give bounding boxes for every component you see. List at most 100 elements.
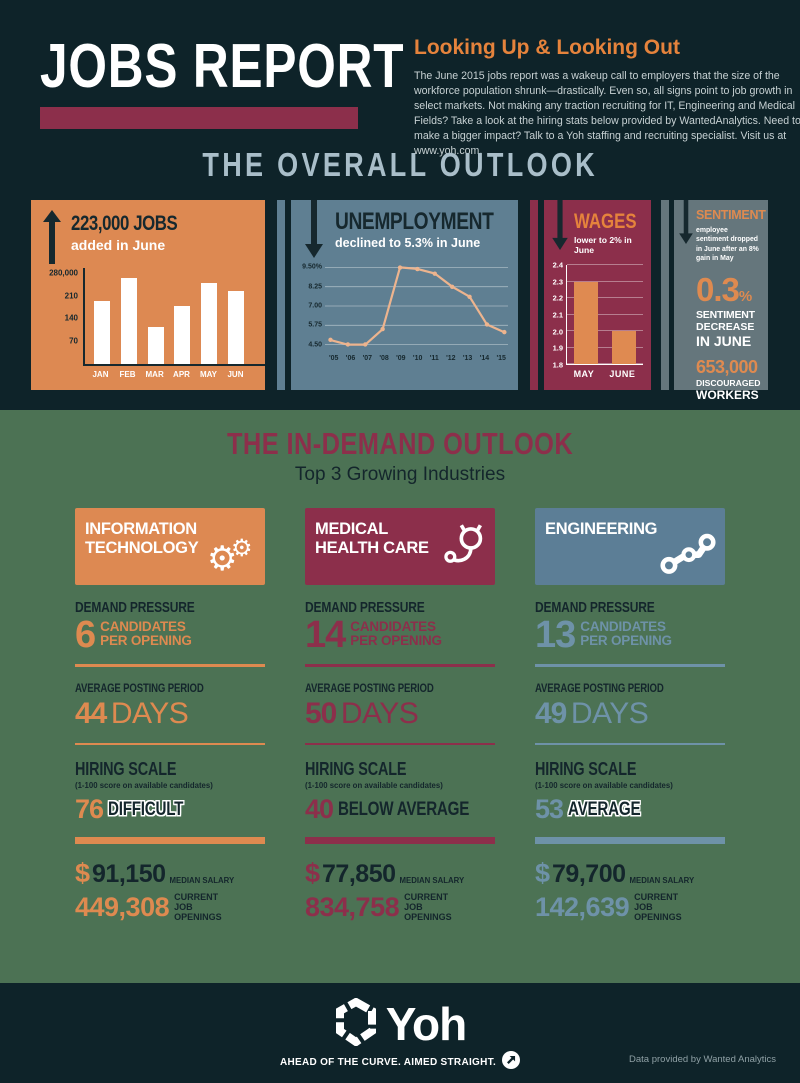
page-title: JOBS REPORT (40, 32, 405, 101)
nodes-icon (659, 532, 717, 579)
hiring-scale-score: 76 (75, 794, 104, 825)
wages-chart-xlabels: MAY JUNE (573, 369, 636, 379)
salary-block: $ 79,700 MEDIAN SALARY 142,639 CURRENT J… (535, 858, 725, 923)
jobs-bar (227, 291, 244, 364)
industry-name: ENGINEERING (545, 520, 658, 538)
in-demand-title: THE IN-DEMAND OUTLOOK (226, 426, 574, 461)
divider (75, 837, 265, 845)
divider (535, 837, 725, 845)
jobs-bar (200, 283, 217, 364)
industry-columns: INFORMATION TECHNOLOGY ⚙ ⚙ DEMAND PRESSUR… (0, 508, 800, 923)
posting-period-value: 50 (305, 696, 337, 730)
demand-pressure-unit: CANDIDATES PER OPENING (100, 619, 192, 649)
median-salary-value: 79,700 (552, 860, 626, 889)
hiring-scale-verdict: AVERAGE (568, 798, 641, 820)
unemployment-edge-strip (277, 200, 285, 390)
hiring-scale-verdict: BELOW AVERAGE (338, 798, 470, 820)
unemployment-chart-yaxis: 9.50% 8.25 7.00 5.75 4.50 (302, 263, 322, 349)
stethoscope-icon (443, 522, 487, 579)
hiring-scale-label: HIRING SCALE (75, 759, 177, 780)
dollar-sign: $ (535, 858, 551, 889)
jobs-headline: 223,000 JOBS (71, 212, 178, 235)
svg-text:⚙: ⚙ (207, 539, 237, 574)
divider (305, 837, 495, 845)
industry-card: MEDICAL HEALTH CARE (305, 508, 495, 585)
intro-paragraph: The June 2015 jobs report was a wakeup c… (414, 70, 800, 158)
sentiment-stat: 0.3% (696, 271, 753, 309)
posting-period-block: AVERAGE POSTING PERIOD 49 DAYS (535, 681, 725, 746)
demand-pressure-value: 14 (305, 614, 346, 656)
job-openings-label: CURRENT JOB OPENINGS (634, 891, 682, 922)
in-demand-section: THE IN-DEMAND OUTLOOK Top 3 Growing Indu… (0, 410, 800, 983)
hiring-scale-score: 53 (535, 794, 564, 825)
unemployment-subtitle: declined to 5.3% in June (335, 236, 481, 250)
dollar-sign: $ (305, 858, 321, 889)
jobs-subtitle: added in June (71, 237, 166, 253)
unemployment-panel: UNEMPLOYMENT declined to 5.3% in June 9.… (291, 200, 518, 390)
job-openings-value: 142,639 (535, 892, 630, 923)
jobs-bar-chart: 280,000 210 140 70 (43, 268, 253, 364)
salary-block: $ 91,150 MEDIAN SALARY 449,308 CURRENT J… (75, 858, 265, 923)
sentiment-decrease-line2: DECREASE (696, 321, 755, 334)
job-openings-label: CURRENT JOB OPENINGS (404, 891, 452, 922)
median-salary-value: 77,850 (322, 860, 396, 889)
wages-bar (612, 331, 636, 364)
posting-period-unit: DAYS (570, 696, 649, 730)
hiring-scale-note: (1-100 score on available candidates) (305, 781, 443, 791)
posting-period-unit: DAYS (110, 696, 189, 730)
posting-period-block: AVERAGE POSTING PERIOD 50 DAYS (305, 681, 495, 746)
gears-icon: ⚙ ⚙ (205, 534, 257, 579)
demand-pressure-block: DEMAND PRESSURE 13 CANDIDATES PER OPENIN… (535, 599, 725, 667)
hiring-scale-block: HIRING SCALE (1-100 score on available c… (75, 759, 265, 845)
up-arrow-icon (43, 210, 61, 264)
salary-block: $ 77,850 MEDIAN SALARY 834,758 CURRENT J… (305, 858, 495, 923)
median-salary-label: MEDIAN SALARY (629, 876, 695, 886)
unemployment-chart-xlabels: '05'06'07'08'09'10'11'12'13'14'15 (329, 355, 506, 362)
job-openings-label: CURRENT JOB OPENINGS (174, 891, 222, 922)
demand-pressure-label: DEMAND PRESSURE (305, 599, 425, 616)
jobs-chart-baseline (83, 364, 265, 366)
sentiment-note: employee sentiment dropped in June after… (696, 227, 759, 262)
wages-headline: WAGES (574, 210, 637, 233)
posting-period-block: AVERAGE POSTING PERIOD 44 DAYS (75, 681, 265, 746)
jobs-bar (147, 326, 164, 364)
intro-heading: Looking Up & Looking Out (414, 36, 680, 59)
divider (75, 742, 265, 746)
sentiment-panel: SENTIMENT employee sentiment dropped in … (674, 200, 768, 402)
unemployment-line-chart: 9.50% 8.25 7.00 5.75 4.50 (299, 260, 508, 352)
arrow-badge-icon (502, 1051, 521, 1074)
demand-pressure-unit: CANDIDATES PER OPENING (580, 619, 672, 649)
down-arrow-icon (552, 200, 568, 250)
hiring-scale-score: 40 (305, 794, 334, 825)
discouraged-workers-line1: DISCOURAGED (696, 378, 761, 389)
hiring-scale-block: HIRING SCALE (1-100 score on available c… (535, 759, 725, 845)
footer-tagline: AHEAD OF THE CURVE. AIMED STRAIGHT. (279, 1057, 497, 1068)
divider (535, 742, 725, 746)
industry-column: MEDICAL HEALTH CARE DEMAND PRESSURE 14 C… (305, 508, 495, 923)
overall-outlook-row: 223,000 JOBS added in June 280,000 210 140… (31, 200, 769, 402)
posting-period-label: AVERAGE POSTING PERIOD (75, 680, 204, 695)
demand-pressure-block: DEMAND PRESSURE 14 CANDIDATES PER OPENIN… (305, 599, 495, 667)
svg-text:⚙: ⚙ (231, 534, 253, 562)
sentiment-headline: SENTIMENT (696, 208, 766, 222)
hiring-scale-block: HIRING SCALE (1-100 score on available c… (305, 759, 495, 845)
wages-subtitle: lower to 2% in June (574, 235, 632, 255)
divider (75, 664, 265, 667)
header: JOBS REPORT Looking Up & Looking Out The… (0, 0, 800, 157)
footer: Yoh AHEAD OF THE CURVE. AIMED STRAIGHT. … (0, 983, 800, 1083)
median-salary-label: MEDIAN SALARY (169, 876, 235, 886)
jobs-bar (94, 300, 111, 364)
dollar-sign: $ (75, 858, 91, 889)
posting-period-label: AVERAGE POSTING PERIOD (305, 680, 434, 695)
demand-pressure-value: 6 (75, 614, 96, 656)
posting-period-value: 44 (75, 696, 107, 730)
demand-pressure-label: DEMAND PRESSURE (75, 599, 195, 616)
demand-pressure-label: DEMAND PRESSURE (535, 599, 655, 616)
down-arrow-icon (679, 200, 693, 244)
median-salary-value: 91,150 (92, 860, 166, 889)
divider (305, 742, 495, 746)
median-salary-label: MEDIAN SALARY (399, 876, 465, 886)
divider (305, 664, 495, 667)
wages-edge-strip (530, 200, 538, 390)
jobs-chart-yaxis: 280,000 210 140 70 (49, 268, 78, 346)
